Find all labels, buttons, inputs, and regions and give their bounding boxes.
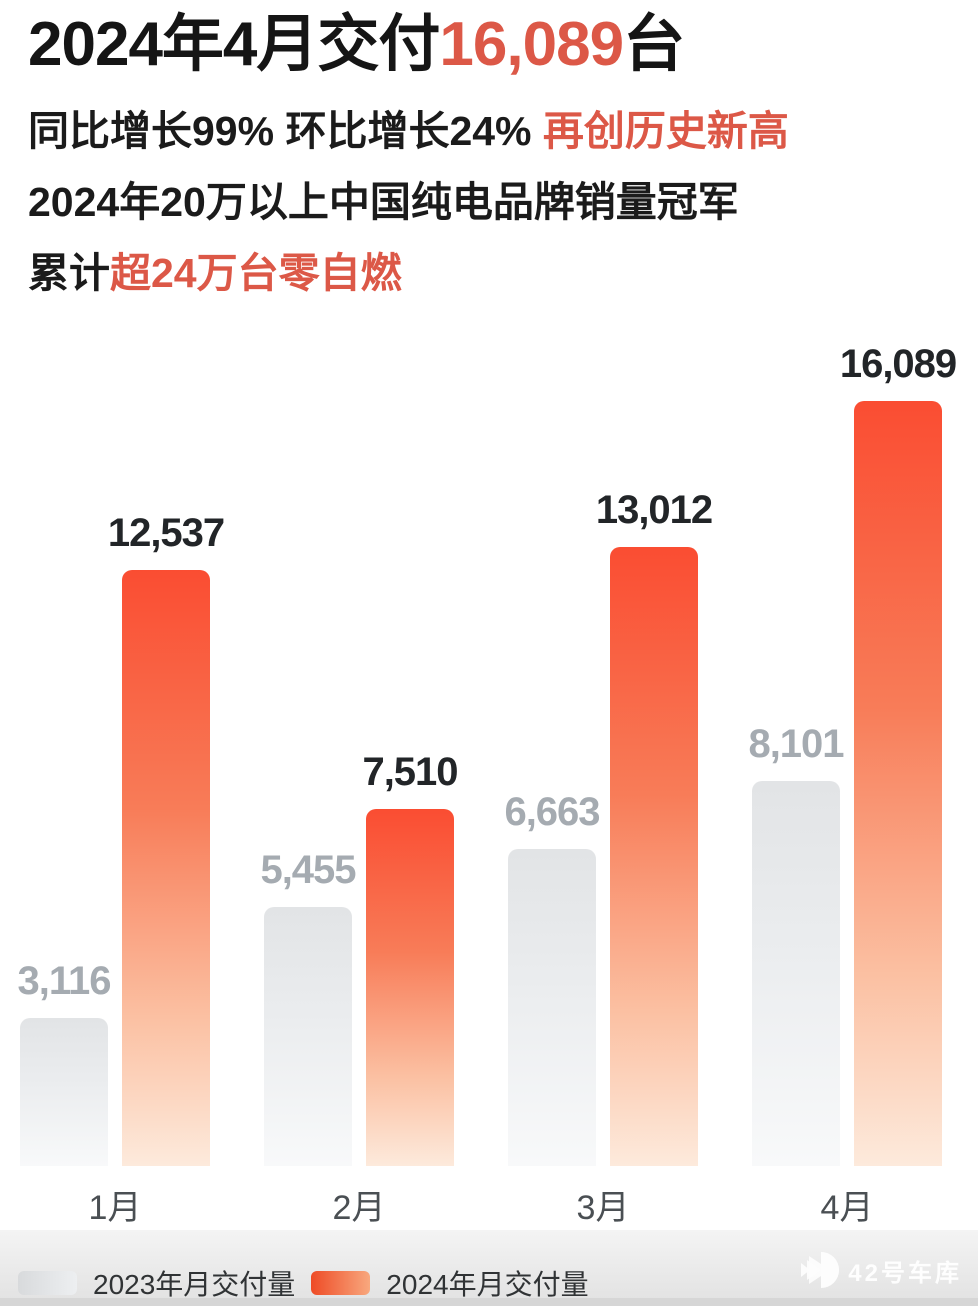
bar-2023-4月: [752, 781, 840, 1166]
bar-group-4月: 8,101 16,089: [748, 342, 957, 1166]
bar-slot-2023-4月: 8,101: [748, 722, 845, 1166]
value-label-2024-4月: 16,089: [839, 342, 957, 386]
value-label-2023-4月: 8,101: [748, 722, 844, 766]
bar-group-1月: 3,116 12,537: [18, 511, 225, 1166]
bar-slot-2023-2月: 5,455: [260, 848, 357, 1166]
x-axis-label-1月: 1月: [88, 1189, 142, 1227]
x-axis-label-3月: 3月: [576, 1189, 630, 1227]
legend-swatch-2023: [18, 1271, 77, 1295]
x-axis-labels: 1月 2月 3月 4月: [20, 1180, 942, 1229]
title-suffix: 台: [623, 10, 685, 79]
footer: 2023年月交付量 2024年月交付量 42号车库: [0, 1230, 978, 1300]
bar-slot-2023-1月: 3,116: [18, 959, 111, 1166]
bottom-strip: [0, 1298, 978, 1306]
bar-group-2月: 5,455 7,510: [260, 750, 459, 1166]
subtitle-safety: 累计超24万台零自燃: [28, 251, 958, 296]
value-label-2024-2月: 7,510: [362, 750, 458, 794]
subtitle-champion: 2024年20万以上中国纯电品牌销量冠军: [28, 179, 739, 226]
legend-swatch-2024: [311, 1271, 371, 1295]
bar-2023-1月: [20, 1018, 108, 1166]
bar-slot-2024-1月: 12,537: [108, 511, 225, 1166]
bar-2024-2月: [366, 809, 454, 1166]
cumulative-text: 累计: [28, 250, 110, 297]
bar-slot-2024-2月: 7,510: [362, 750, 459, 1166]
value-label-2024-3月: 13,012: [595, 488, 713, 532]
value-label-2023-3月: 6,663: [504, 790, 600, 834]
bar-2023-3月: [508, 849, 596, 1166]
record-high-text: 再创历史新高: [542, 107, 789, 154]
bar-2024-1月: [122, 570, 210, 1166]
value-label-2024-1月: 12,537: [107, 511, 225, 555]
bar-slot-2024-4月: 16,089: [840, 342, 957, 1166]
value-label-2023-1月: 3,116: [17, 959, 112, 1003]
value-label-2023-2月: 5,455: [260, 848, 356, 892]
bar-2024-3月: [610, 547, 698, 1166]
zero-fire-text: 超24万台零自燃: [110, 250, 402, 297]
page-title: 2024年4月交付16,089台: [28, 10, 958, 79]
subtitle-growth: 同比增长99% 环比增长24% 再创历史新高: [28, 107, 958, 154]
bar-slot-2024-3月: 13,012: [596, 488, 713, 1166]
bar-slot-2023-3月: 6,663: [504, 790, 601, 1166]
bar-chart: 3,116 12,537 5,455 7,510 6,663 13,012 8,101 16,…: [18, 336, 957, 1166]
growth-stats-text: 同比增长99% 环比增长24%: [28, 107, 543, 154]
header: 2024年4月交付16,089台 同比增长99% 环比增长24% 再创历史新高 …: [28, 10, 958, 322]
title-prefix: 2024年4月交付: [28, 10, 440, 79]
42garage-logo-icon: [801, 1252, 840, 1288]
x-axis-label-4月: 4月: [820, 1189, 874, 1227]
legend-label-2024: 2024年月交付量: [386, 1269, 589, 1300]
watermark: 42号车库: [799, 1250, 962, 1290]
bar-group-3月: 6,663 13,012: [504, 488, 713, 1166]
title-highlight-number: 16,089: [439, 10, 624, 79]
bar-2023-2月: [264, 907, 352, 1166]
legend-label-2023: 2023年月交付量: [93, 1269, 296, 1300]
x-axis-label-2月: 2月: [332, 1189, 386, 1227]
legend: 2023年月交付量 2024年月交付量: [18, 1269, 589, 1300]
watermark-text: 42号车库: [848, 1259, 962, 1287]
bar-2024-4月: [854, 401, 942, 1166]
